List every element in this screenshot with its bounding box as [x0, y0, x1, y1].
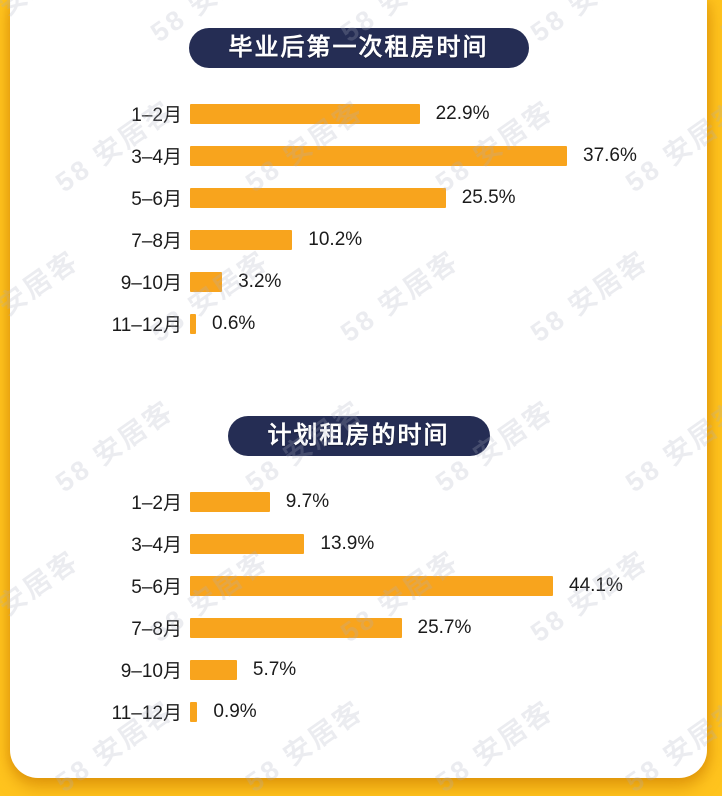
value-label: 10.2%: [308, 228, 363, 250]
value-label: 9.7%: [285, 490, 330, 512]
chart-row: 1–2月 22.9%: [10, 102, 707, 127]
chart-row: 7–8月 25.7%: [10, 616, 707, 641]
brand-watermark: 58 安居客: [715, 545, 722, 648]
bar: [190, 271, 223, 292]
bar: [190, 103, 420, 124]
bar: [190, 145, 567, 166]
value-label: 0.6%: [212, 312, 256, 334]
chart-row: 1–2月 9.7%: [10, 490, 707, 515]
value-label: 25.7%: [417, 616, 472, 638]
value-label: 5.7%: [252, 658, 297, 680]
value-label: 0.9%: [213, 700, 257, 722]
bar: [190, 701, 198, 722]
category-label: 5–6月: [131, 577, 182, 598]
category-label: 9–10月: [120, 273, 182, 294]
value-label: 44.1%: [569, 574, 623, 596]
chart-first-rent-time: 毕业后第一次租房时间 1–2月 22.9% 3–4月 37.6% 5–6月 25.5% 7–…: [10, 0, 707, 337]
value-label: 3.2%: [238, 270, 282, 292]
category-label: 7–8月: [131, 619, 182, 640]
brand-watermark: 58 安居客: [715, 245, 722, 348]
value-label: 13.9%: [320, 532, 375, 554]
bar: [190, 617, 402, 638]
value-label: 22.9%: [435, 102, 490, 124]
category-label: 5–6月: [131, 189, 182, 210]
content-card: 毕业后第一次租房时间 1–2月 22.9% 3–4月 37.6% 5–6月 25.5% 7–…: [10, 0, 707, 778]
category-label: 9–10月: [120, 661, 182, 682]
chart-row: 9–10月 5.7%: [10, 658, 707, 683]
chart-row: 3–4月 13.9%: [10, 532, 707, 557]
bar: [190, 229, 293, 250]
bar-chart: 1–2月 22.9% 3–4月 37.6% 5–6月 25.5% 7–8月 10.2% 9–10…: [10, 102, 707, 337]
chart-row: 5–6月 44.1%: [10, 574, 707, 599]
category-label: 7–8月: [131, 231, 182, 252]
chart-title: 计划租房的时间: [227, 416, 490, 456]
bar: [190, 659, 237, 680]
category-label: 3–4月: [131, 535, 182, 556]
chart-row: 9–10月 3.2%: [10, 270, 707, 295]
category-label: 11–12月: [111, 703, 182, 724]
brand-watermark: 58 安居客: [711, 0, 722, 50]
value-label: 25.5%: [461, 186, 516, 208]
chart-row: 11–12月 0.6%: [10, 312, 707, 337]
chart-row: 3–4月 37.6%: [10, 144, 707, 169]
category-label: 1–2月: [131, 493, 182, 514]
value-label: 37.6%: [583, 144, 637, 166]
bar: [190, 533, 305, 554]
chart-row: 7–8月 10.2%: [10, 228, 707, 253]
bar: [190, 313, 196, 334]
chart-title: 毕业后第一次租房时间: [188, 28, 529, 68]
bar: [190, 187, 446, 208]
chart-row: 11–12月 0.9%: [10, 700, 707, 725]
bar: [190, 575, 553, 596]
category-label: 11–12月: [111, 315, 182, 336]
bar: [190, 491, 270, 512]
category-label: 3–4月: [131, 147, 182, 168]
chart-row: 5–6月 25.5%: [10, 186, 707, 211]
category-label: 1–2月: [131, 105, 182, 126]
bar-chart: 1–2月 9.7% 3–4月 13.9% 5–6月 44.1% 7–8月 25.7% 9–10月…: [10, 490, 707, 725]
chart-planned-rent-time: 计划租房的时间 1–2月 9.7% 3–4月 13.9% 5–6月 44.1% 7–8月 25…: [10, 354, 707, 725]
